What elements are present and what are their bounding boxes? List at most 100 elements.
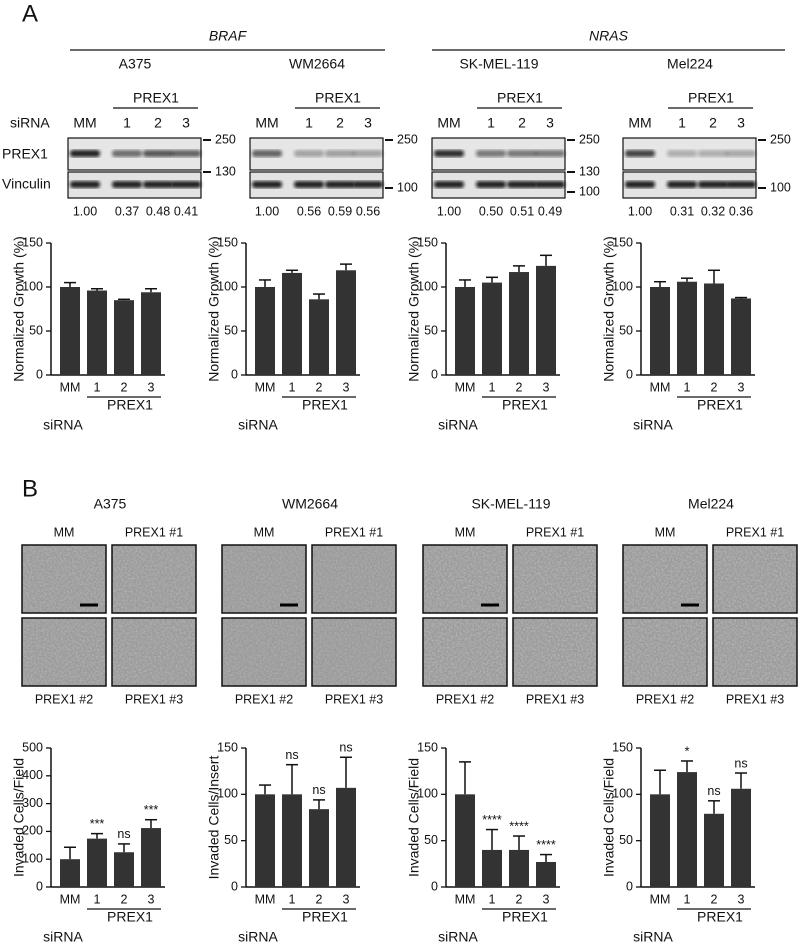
- bar: [536, 861, 556, 887]
- significance: ****: [482, 813, 502, 827]
- image-label: PREX1 #1: [526, 525, 584, 539]
- y-axis-label: Normalized Growth (%): [406, 236, 422, 381]
- bar: [455, 287, 475, 375]
- x-tick-label: 3: [738, 380, 745, 394]
- y-axis-label: Normalized Growth (%): [601, 236, 617, 381]
- bar: [141, 292, 161, 375]
- band: [476, 181, 506, 188]
- band: [726, 150, 756, 157]
- micrograph-frame: [622, 617, 708, 687]
- lane-label: 1: [305, 115, 313, 131]
- marker-label: 100: [397, 180, 418, 194]
- significance: ***: [90, 817, 105, 831]
- sirna-label: siRNA: [10, 115, 50, 131]
- lane-label: 2: [518, 115, 526, 131]
- quantification: 1.00: [73, 204, 97, 218]
- image-label: PREX1 #2: [636, 692, 694, 706]
- bar: [536, 265, 556, 375]
- image-label: PREX1 #1: [726, 525, 784, 539]
- band: [70, 150, 100, 157]
- y-tick-label: 0: [231, 367, 238, 381]
- lane-label: 2: [336, 115, 344, 131]
- y-tick-label: 100: [22, 851, 43, 865]
- micrograph-frame: [512, 617, 598, 687]
- cell-line: Mel224: [667, 56, 713, 72]
- x-tick-label: MM: [60, 892, 81, 906]
- lane-label: 3: [737, 115, 745, 131]
- bar: [336, 787, 356, 887]
- image-label: PREX1 #2: [35, 692, 93, 706]
- group-label: PREX1: [315, 90, 361, 106]
- lane-label: 3: [364, 115, 372, 131]
- group-label: PREX1: [502, 909, 548, 925]
- image-label: PREX1 #3: [325, 692, 383, 706]
- quantification: 1.00: [437, 204, 461, 218]
- significance: ns: [285, 748, 298, 762]
- bar: [509, 272, 529, 375]
- y-axis-label: Normalized Growth (%): [11, 236, 27, 381]
- group-label: PREX1: [697, 397, 743, 413]
- y-tick-label: 150: [217, 740, 238, 754]
- quantification: 0.37: [115, 204, 139, 218]
- micrograph-frame: [622, 544, 708, 614]
- quantification: 0.56: [297, 204, 321, 218]
- x-tick-label: 3: [543, 892, 550, 906]
- group-label: NRAS: [589, 28, 629, 44]
- marker-label: 100: [579, 184, 600, 198]
- y-tick-label: 0: [231, 879, 238, 893]
- micrograph-texture: [112, 618, 196, 686]
- x-tick-label: 1: [684, 380, 691, 394]
- quantification: 0.49: [538, 204, 562, 218]
- band: [698, 181, 728, 188]
- marker-label: 250: [397, 132, 418, 146]
- micrograph-texture: [623, 545, 707, 613]
- bar: [650, 287, 670, 375]
- x-tick-label: MM: [255, 380, 276, 394]
- micrograph-frame: [21, 544, 107, 614]
- significance: ns: [734, 756, 747, 770]
- group-label: PREX1: [133, 90, 179, 106]
- y-tick-label: 50: [619, 833, 633, 847]
- band: [726, 181, 756, 188]
- band: [625, 150, 655, 157]
- group-label: PREX1: [697, 909, 743, 925]
- band: [476, 150, 506, 157]
- marker-label: 100: [770, 180, 791, 194]
- y-tick-label: 150: [417, 235, 438, 249]
- band: [535, 181, 565, 188]
- micrograph-texture: [513, 618, 597, 686]
- band: [143, 150, 173, 157]
- band: [325, 181, 355, 188]
- micrograph-texture: [312, 618, 396, 686]
- bar: [309, 809, 329, 887]
- x-tick-label: 1: [94, 380, 101, 394]
- marker-label: 250: [215, 132, 236, 146]
- x-tick-label: 1: [684, 892, 691, 906]
- significance: ns: [339, 741, 352, 755]
- lane-label: MM: [73, 115, 96, 131]
- y-tick-label: 100: [217, 279, 238, 293]
- micrograph-texture: [713, 618, 797, 686]
- micrograph-frame: [221, 617, 307, 687]
- bar: [650, 794, 670, 887]
- x-tick-label: MM: [255, 892, 276, 906]
- group-label: PREX1: [302, 909, 348, 925]
- bar: [309, 299, 329, 375]
- y-tick-label: 150: [417, 740, 438, 754]
- marker-label: 250: [579, 132, 600, 146]
- y-tick-label: 0: [36, 879, 43, 893]
- band: [171, 181, 201, 188]
- cell-line: Mel224: [688, 496, 734, 512]
- quantification: 0.56: [356, 204, 380, 218]
- y-tick-label: 100: [417, 279, 438, 293]
- group-label: PREX1: [497, 90, 543, 106]
- x-tick-label: 1: [94, 892, 101, 906]
- x-tick-label: 2: [711, 892, 718, 906]
- band: [698, 150, 728, 157]
- band: [252, 150, 282, 157]
- image-label: PREX1 #3: [726, 692, 784, 706]
- quantification: 0.36: [729, 204, 753, 218]
- micrograph-texture: [22, 545, 106, 613]
- image-label: PREX1 #3: [125, 692, 183, 706]
